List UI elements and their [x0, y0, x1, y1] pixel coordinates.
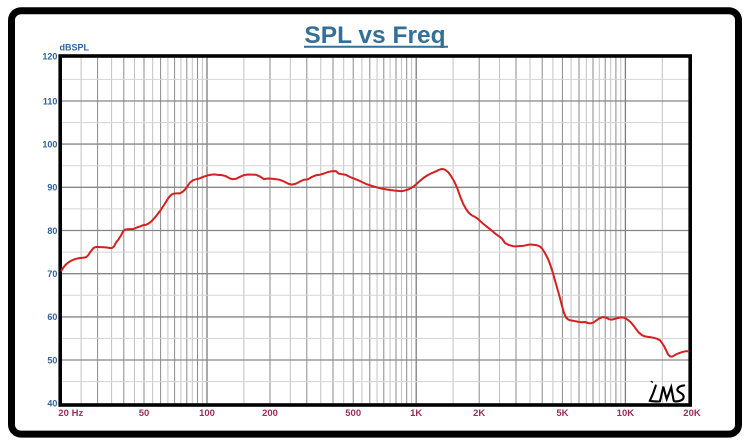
svg-text:110: 110	[43, 96, 58, 106]
svg-text:SPL vs Freq: SPL vs Freq	[304, 22, 445, 49]
svg-text:100: 100	[42, 139, 57, 149]
svg-text:50: 50	[139, 408, 150, 419]
svg-text:200: 200	[262, 408, 278, 419]
svg-text:20: 20	[58, 408, 69, 419]
svg-text:20K: 20K	[683, 408, 701, 419]
svg-text:Hz: Hz	[72, 408, 84, 419]
svg-text:500: 500	[345, 408, 361, 419]
svg-text:40: 40	[47, 399, 57, 409]
svg-text:100: 100	[199, 408, 215, 419]
svg-text:2K: 2K	[473, 408, 485, 419]
svg-text:5K: 5K	[556, 408, 568, 419]
svg-text:10K: 10K	[617, 408, 635, 419]
svg-text:80: 80	[47, 226, 57, 236]
svg-text:50: 50	[47, 355, 57, 365]
svg-text:dBSPL: dBSPL	[60, 42, 90, 52]
svg-text:120: 120	[42, 51, 57, 61]
svg-text:90: 90	[47, 183, 57, 193]
svg-text:70: 70	[47, 269, 57, 279]
svg-text:1K: 1K	[410, 408, 422, 419]
svg-text:60: 60	[47, 312, 57, 322]
